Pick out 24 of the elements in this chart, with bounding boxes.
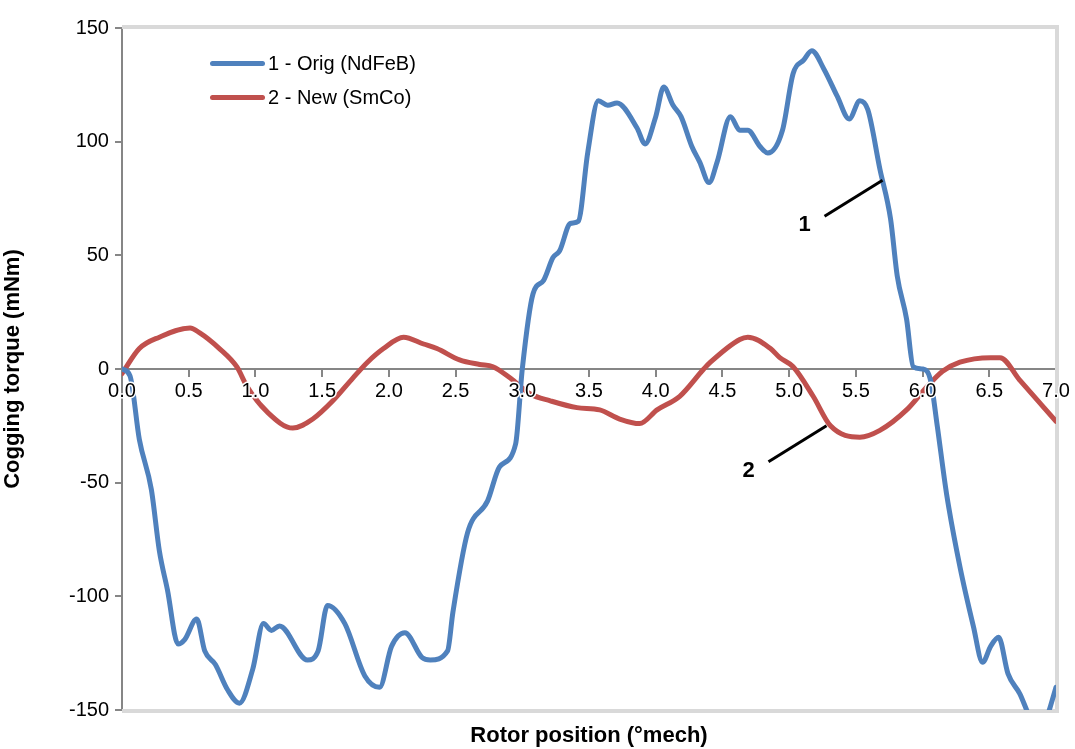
x-tick-label: 1.5 bbox=[308, 378, 337, 401]
annotation: 2 bbox=[742, 456, 755, 482]
y-tick-label: -100 bbox=[68, 583, 109, 606]
x-tick-label: 5.0 bbox=[775, 378, 804, 401]
legend-label: 2 - New (SmCo) bbox=[268, 85, 412, 109]
x-tick-label: 4.5 bbox=[708, 378, 737, 401]
x-tick-label: 7.0 bbox=[1042, 378, 1070, 401]
y-tick-label: 100 bbox=[75, 129, 109, 152]
y-axis-title: Cogging torque (mNm) bbox=[0, 249, 25, 489]
y-tick-label: 50 bbox=[86, 242, 109, 265]
x-tick-label: 3.5 bbox=[575, 378, 603, 401]
x-tick-label: 4.0 bbox=[641, 378, 670, 401]
annotation: 1 bbox=[798, 211, 811, 237]
x-tick-label: 2.0 bbox=[374, 378, 403, 401]
y-tick-label: -150 bbox=[68, 697, 109, 720]
x-tick-label: 6.5 bbox=[975, 378, 1004, 401]
y-tick-label: -50 bbox=[80, 470, 109, 493]
legend-label: 1 - Orig (NdFeB) bbox=[268, 51, 416, 75]
y-tick-label: 150 bbox=[75, 15, 109, 38]
y-tick-label: 0 bbox=[97, 356, 109, 379]
x-tick-label: 0.5 bbox=[174, 378, 203, 401]
x-axis-title: Rotor position (°mech) bbox=[470, 722, 708, 748]
x-tick-label: 5.5 bbox=[841, 378, 870, 401]
x-tick-label: 2.5 bbox=[441, 378, 470, 401]
